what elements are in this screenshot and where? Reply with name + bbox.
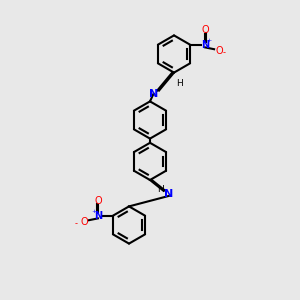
- Text: N: N: [164, 189, 173, 200]
- Text: O: O: [201, 25, 209, 35]
- Text: -: -: [74, 220, 77, 229]
- Text: O: O: [215, 46, 223, 56]
- Text: N: N: [201, 40, 209, 50]
- Text: N: N: [149, 88, 158, 99]
- Text: -: -: [223, 49, 226, 58]
- Text: O: O: [80, 217, 88, 227]
- Text: +: +: [207, 38, 212, 43]
- Text: O: O: [94, 196, 102, 206]
- Text: H: H: [176, 79, 183, 88]
- Text: N: N: [94, 211, 102, 221]
- Text: +: +: [91, 208, 96, 214]
- Text: H: H: [157, 184, 164, 194]
